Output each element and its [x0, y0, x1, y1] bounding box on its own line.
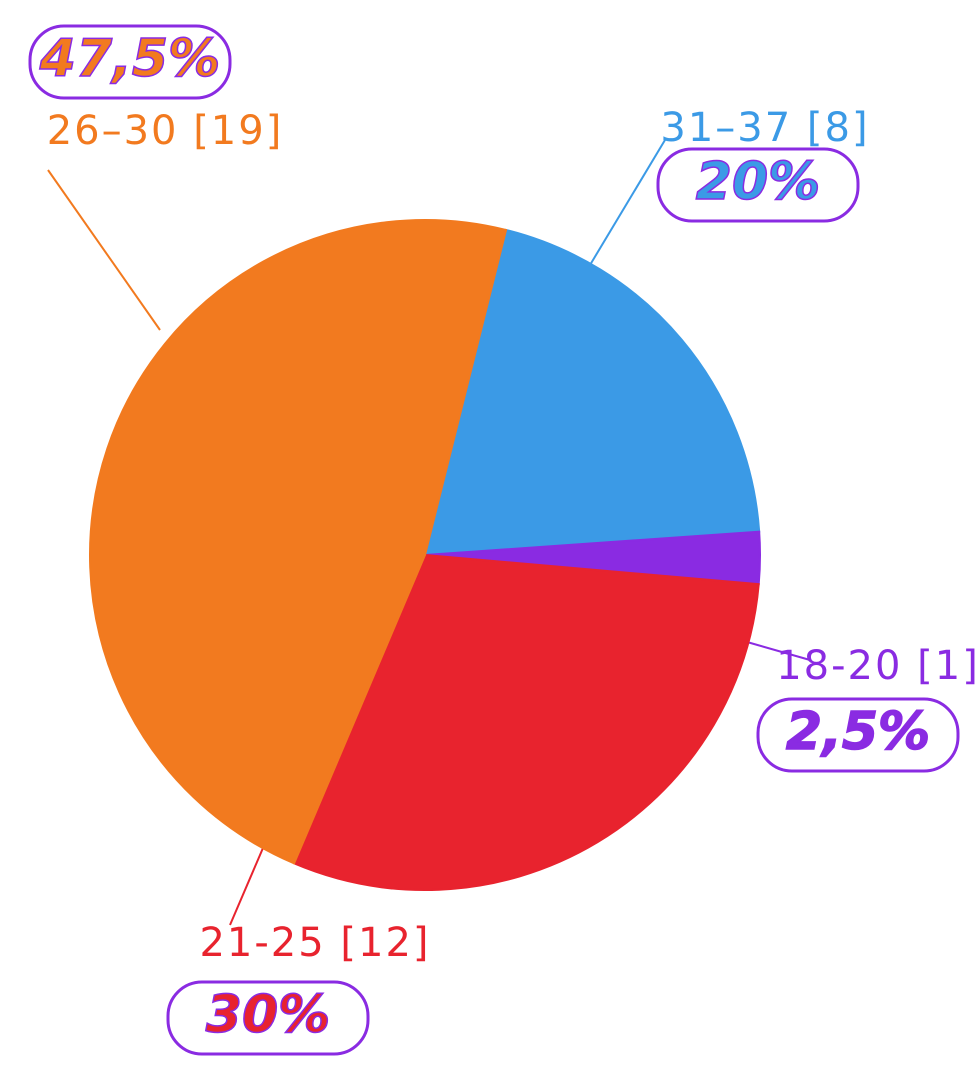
pie-slice: [423, 228, 761, 557]
percent-badge: [756, 697, 960, 773]
percent-label: 20%: [696, 152, 820, 212]
percent-label: 2,5%: [786, 702, 930, 762]
slice-label: 31–37 [8]: [660, 105, 869, 151]
pie-slice: [89, 219, 508, 865]
percent-badge: [656, 147, 860, 223]
slice-label: 21-25 [12]: [199, 920, 430, 966]
percent-badge: [166, 980, 370, 1056]
percent-badge: [28, 24, 232, 100]
percent-label: 30%: [206, 985, 330, 1045]
leader-line: [739, 639, 811, 661]
percent-label: 47,5%: [39, 29, 220, 89]
pie-slice: [292, 553, 760, 891]
slice-label: 18-20 [1]: [776, 643, 976, 689]
leader-line: [589, 139, 666, 266]
slice-label: 26–30 [19]: [47, 108, 284, 154]
leader-line: [47, 169, 161, 331]
